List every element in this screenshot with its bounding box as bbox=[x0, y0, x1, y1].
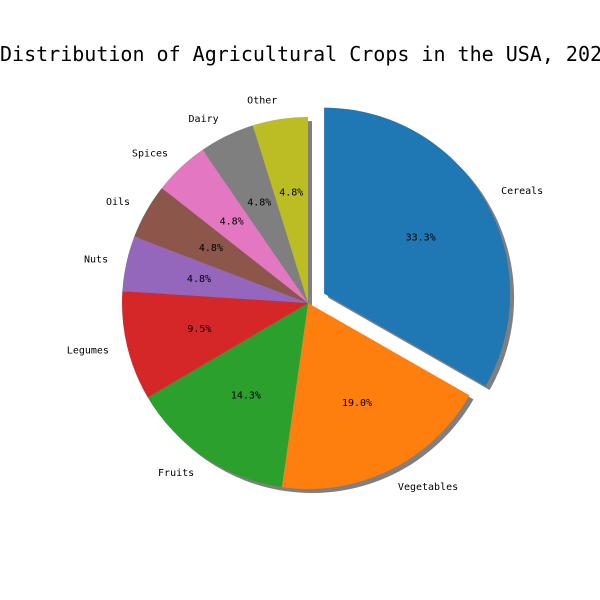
pie-slice-dairy bbox=[202, 125, 308, 303]
slice-label-dairy: Dairy bbox=[189, 114, 219, 125]
pie-slice-other bbox=[252, 117, 308, 303]
pct-label-legumes: 9.5% bbox=[187, 324, 211, 335]
slice-label-spices: Spices bbox=[132, 149, 168, 160]
pie-slice-cereals bbox=[324, 107, 511, 386]
slice-label-cereals: Cereals bbox=[501, 186, 543, 197]
pct-label-other: 4.8% bbox=[279, 188, 303, 199]
pie-slice-fruits bbox=[147, 303, 308, 488]
pct-label-oils: 4.8% bbox=[199, 243, 223, 254]
pie-slice-spices bbox=[161, 149, 308, 303]
pct-label-spices: 4.8% bbox=[220, 217, 244, 228]
slice-label-oils: Oils bbox=[106, 197, 130, 208]
slice-label-fruits: Fruits bbox=[158, 468, 194, 479]
slice-layer bbox=[122, 107, 511, 489]
pie-slice-oils bbox=[134, 187, 308, 303]
chart-title: Distribution of Agricultural Crops in th… bbox=[0, 42, 600, 66]
slice-label-other: Other bbox=[247, 96, 277, 107]
pct-label-vegetables: 19.0% bbox=[342, 398, 372, 409]
slice-label-legumes: Legumes bbox=[67, 345, 109, 356]
pie-slice-vegetables bbox=[281, 303, 470, 489]
pct-label-cereals: 33.3% bbox=[406, 233, 436, 244]
label-layer: 33.3% Cereals 19.0% Vegetables 14.3% Fruits 9.… bbox=[67, 96, 543, 493]
pct-label-fruits: 14.3% bbox=[231, 391, 261, 402]
pie-slice-nuts bbox=[122, 236, 309, 303]
pie-slice-legumes bbox=[122, 291, 308, 398]
pct-label-nuts: 4.8% bbox=[187, 274, 211, 285]
pct-label-dairy: 4.8% bbox=[247, 198, 271, 209]
slice-label-nuts: Nuts bbox=[84, 254, 108, 265]
slice-label-vegetables: Vegetables bbox=[398, 482, 458, 493]
